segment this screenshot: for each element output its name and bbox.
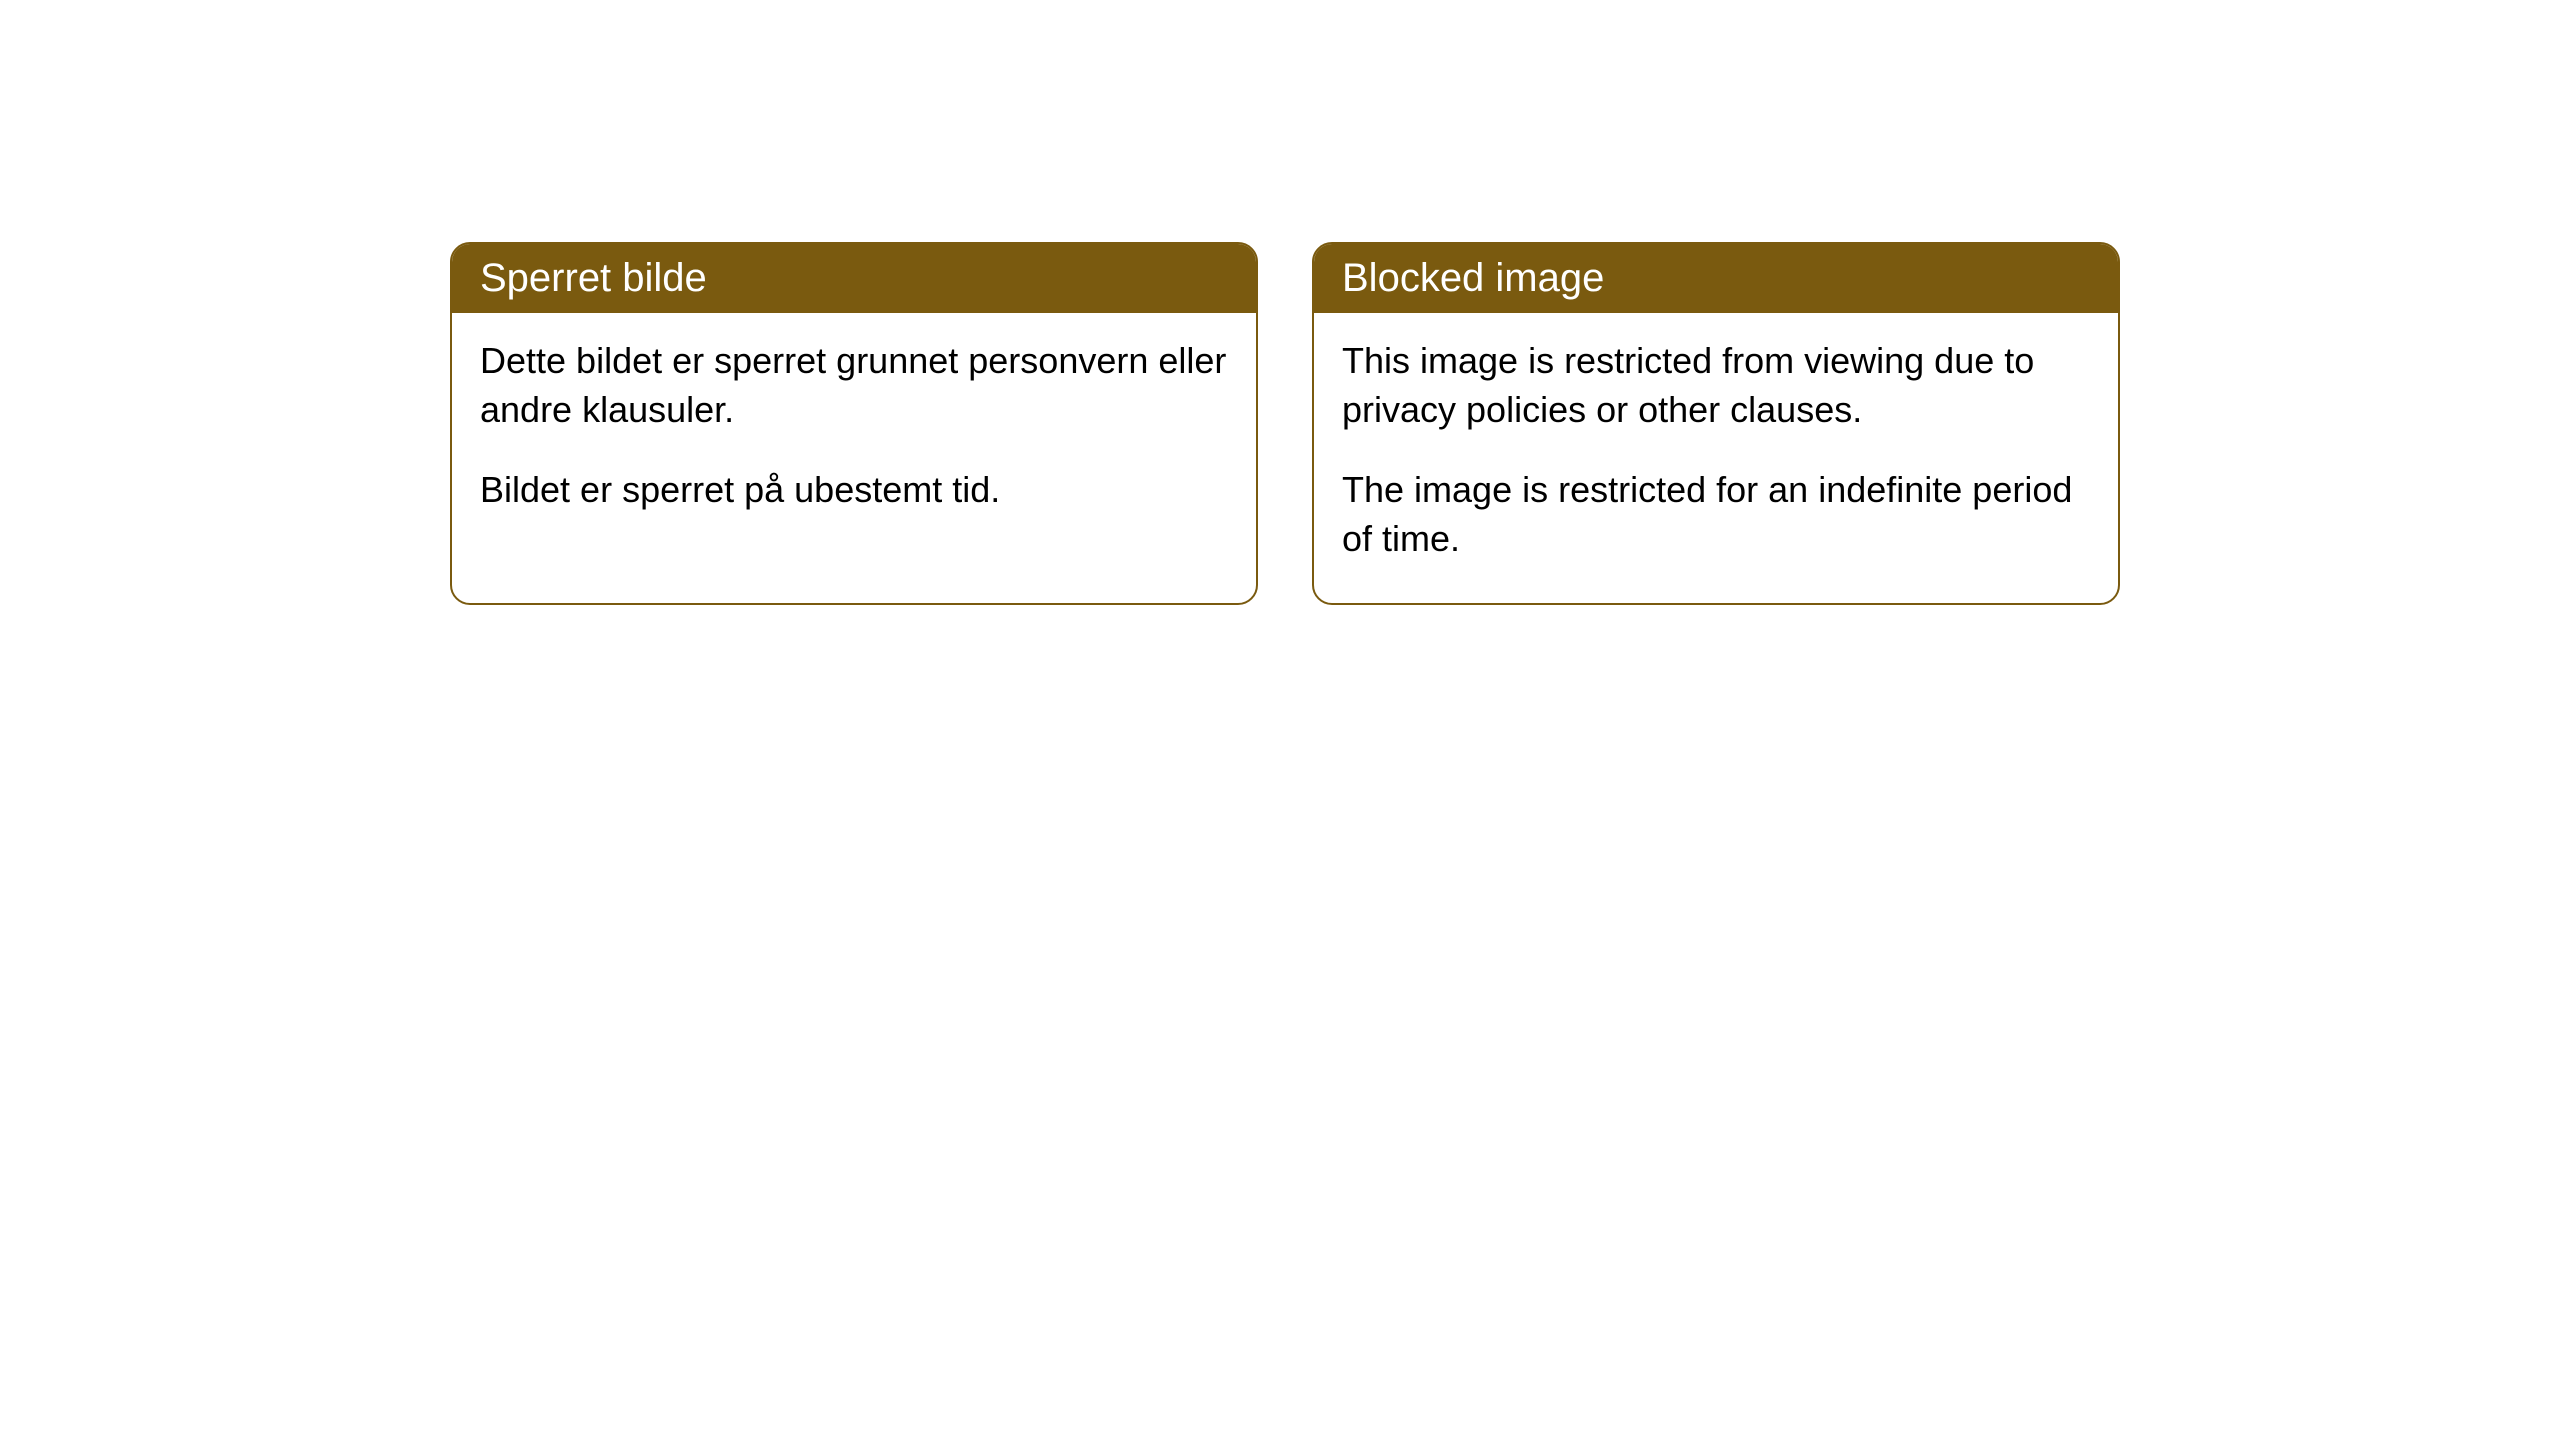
card-header-no: Sperret bilde xyxy=(452,244,1256,313)
card-paragraph-en-1: This image is restricted from viewing du… xyxy=(1342,337,2090,434)
blocked-image-card-no: Sperret bilde Dette bildet er sperret gr… xyxy=(450,242,1258,605)
blocked-image-card-en: Blocked image This image is restricted f… xyxy=(1312,242,2120,605)
card-header-en: Blocked image xyxy=(1314,244,2118,313)
card-body-en: This image is restricted from viewing du… xyxy=(1314,313,2118,603)
card-body-no: Dette bildet er sperret grunnet personve… xyxy=(452,313,1256,555)
card-paragraph-no-2: Bildet er sperret på ubestemt tid. xyxy=(480,466,1228,515)
cards-container: Sperret bilde Dette bildet er sperret gr… xyxy=(450,242,2120,605)
card-paragraph-no-1: Dette bildet er sperret grunnet personve… xyxy=(480,337,1228,434)
card-paragraph-en-2: The image is restricted for an indefinit… xyxy=(1342,466,2090,563)
